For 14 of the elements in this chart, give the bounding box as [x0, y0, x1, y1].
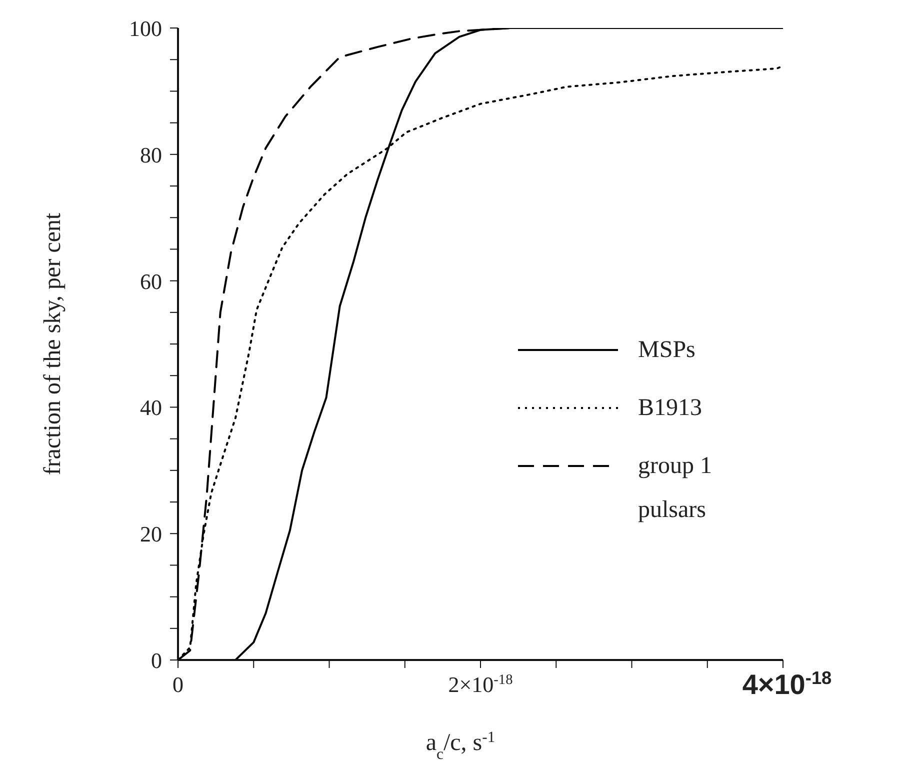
legend-label: group 1 pulsars — [638, 452, 713, 525]
x-tick-label: 2×10$^{-18}$ — [448, 672, 513, 697]
x-tick-label: 4×10$^{-18}$ — [742, 668, 832, 700]
y-tick-label: 100 — [129, 16, 162, 41]
y-tick-label: 60 — [140, 268, 162, 294]
y-axis-title: fraction of the sky, per cent — [40, 212, 66, 476]
y-tick-label: 0 — [151, 648, 162, 673]
legend-label: B1913 — [638, 394, 702, 423]
y-tick-label: 40 — [140, 395, 162, 420]
legend-label: MSPs — [638, 336, 696, 365]
y-tick-label: 80 — [140, 142, 162, 168]
x-axis-title: a$_{c}$/c, s$^{-1}$ — [426, 728, 496, 762]
x-tick-label: 0 — [172, 672, 184, 697]
y-tick-label: 20 — [140, 522, 162, 547]
